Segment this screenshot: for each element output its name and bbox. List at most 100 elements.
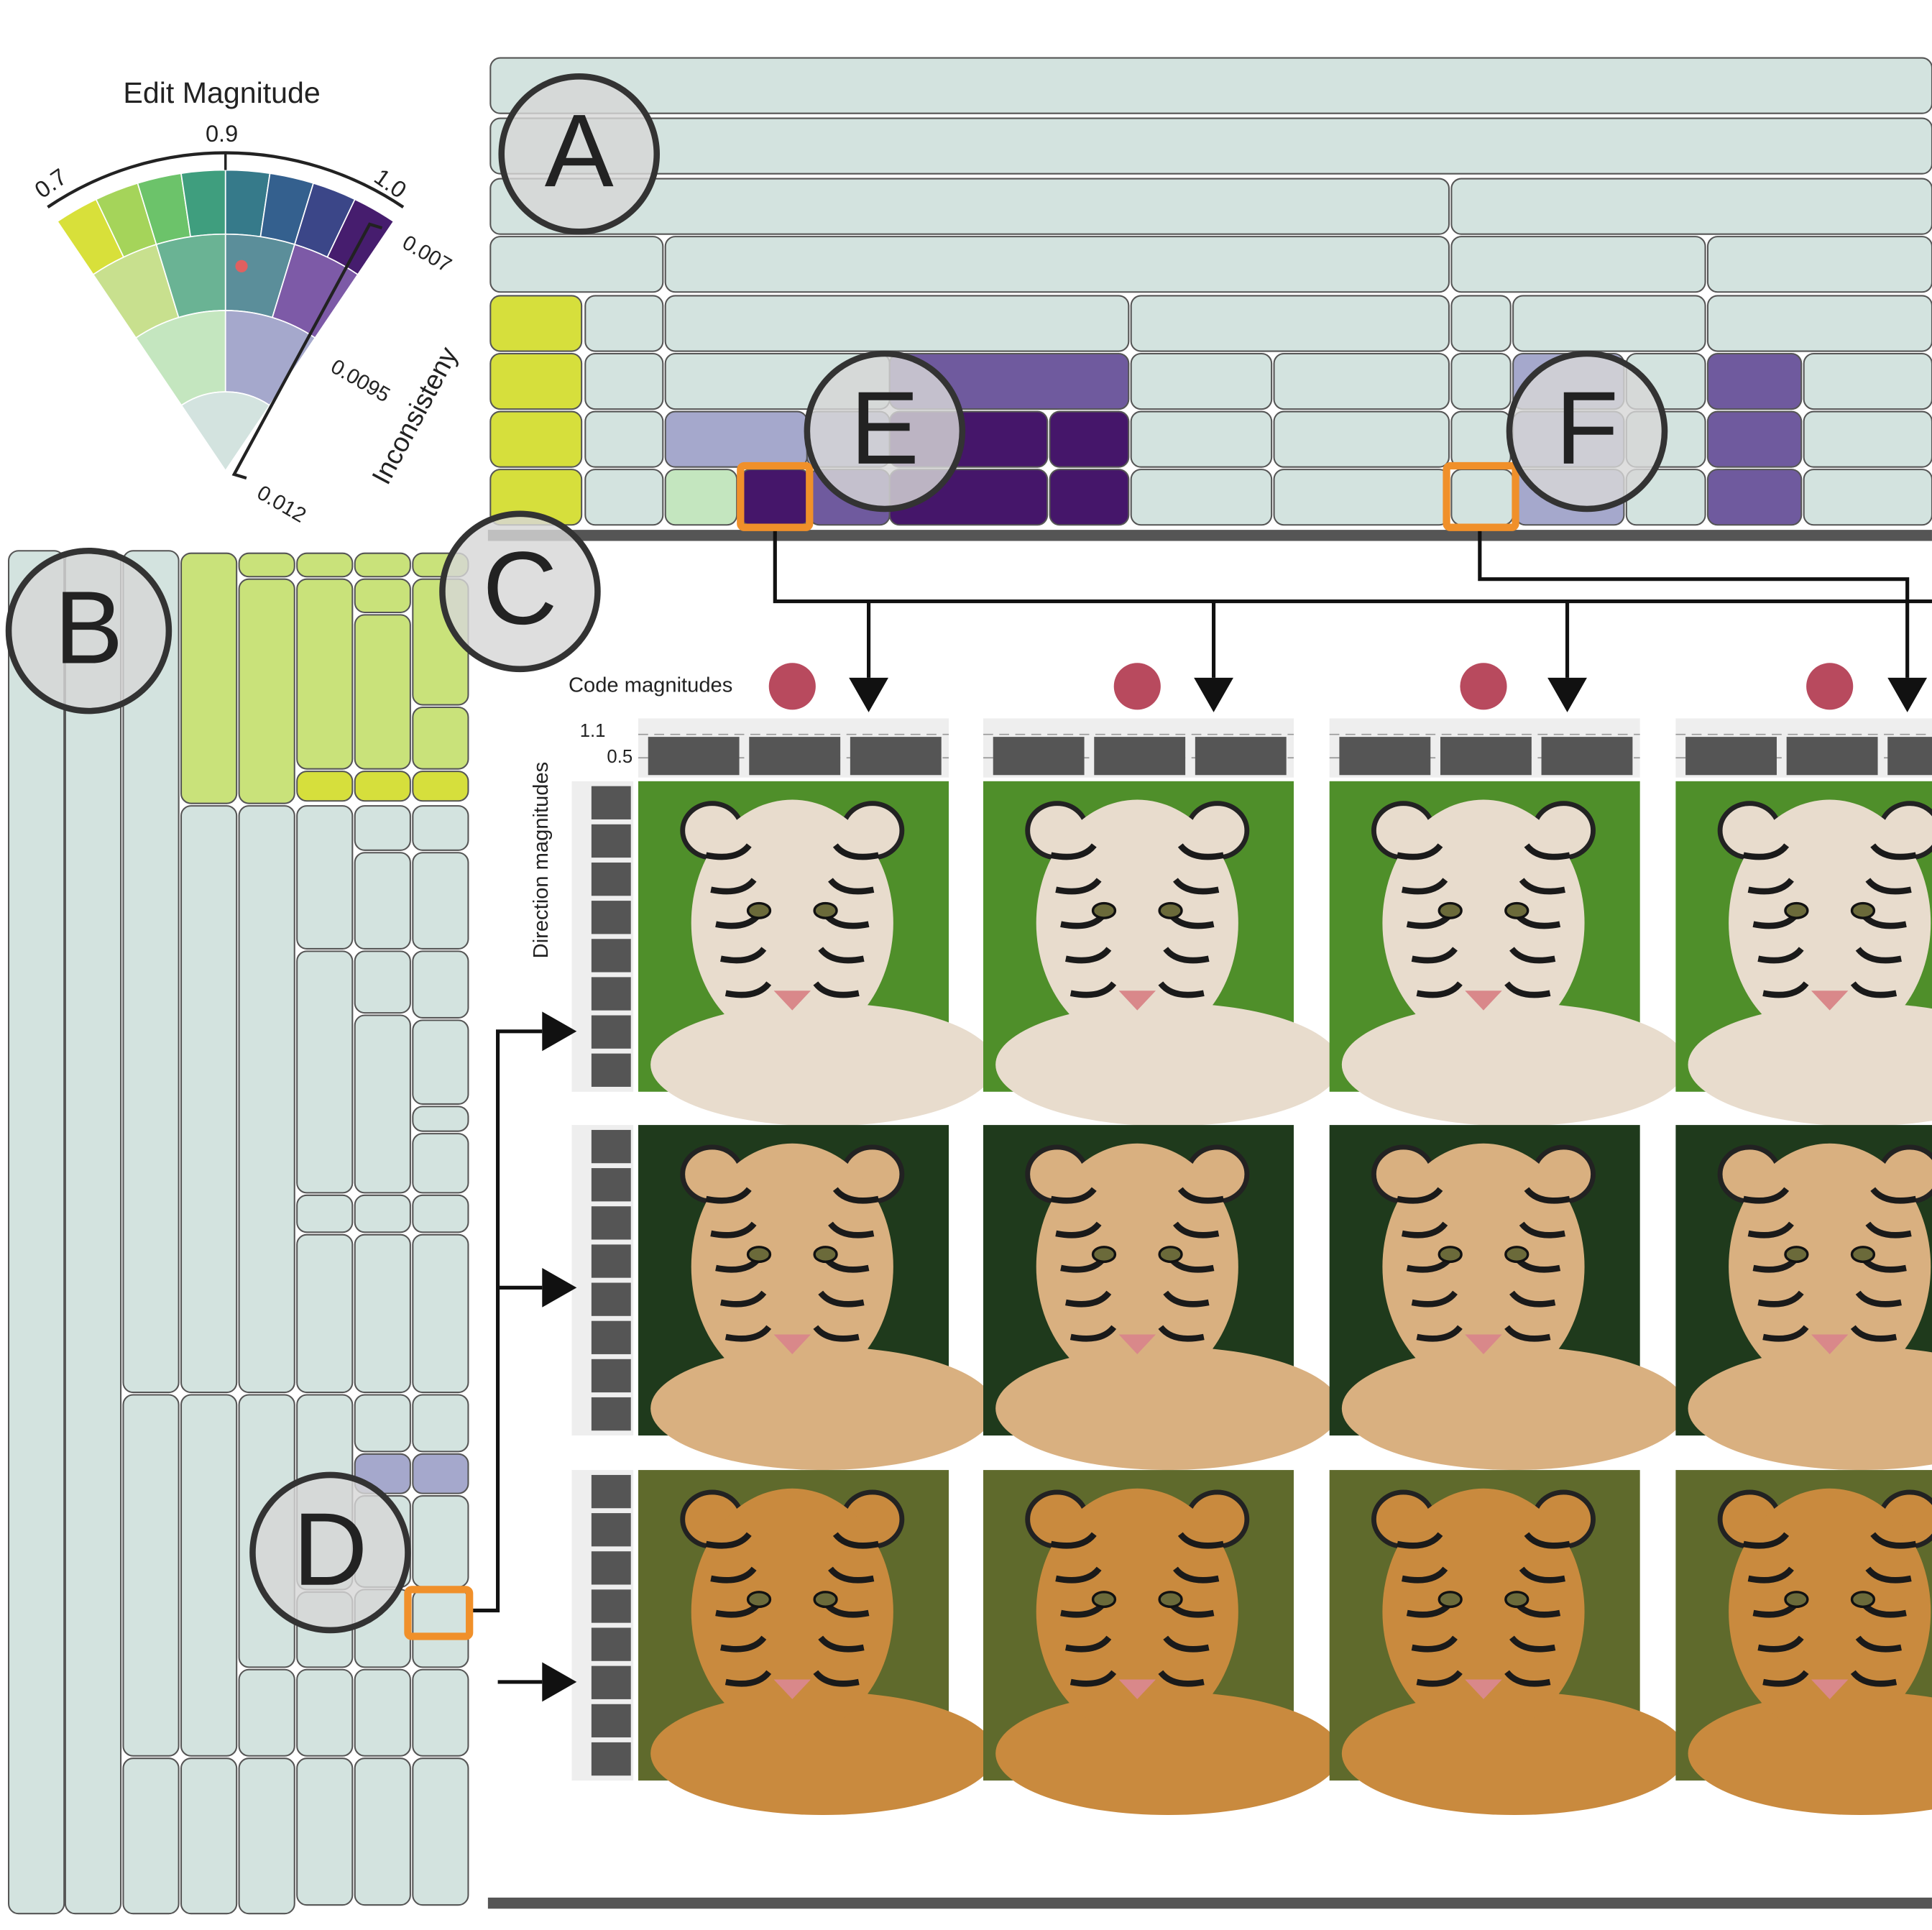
connector	[1478, 530, 1910, 678]
tiger-stripe	[1411, 1635, 1458, 1653]
tiger-stripe	[1411, 947, 1458, 964]
tiger-eye	[1438, 1591, 1463, 1609]
tiger-stripe	[1055, 1221, 1102, 1239]
tree-node	[1706, 295, 1932, 352]
code-bar	[1786, 737, 1878, 776]
arrow-head	[542, 1011, 577, 1052]
tiger-stripe	[1509, 1290, 1556, 1308]
direction-bar	[591, 1206, 631, 1240]
tree-node	[1803, 352, 1932, 410]
tiger-nose	[1811, 1679, 1849, 1699]
arrow-head	[1547, 677, 1587, 712]
tree-node	[354, 950, 411, 1014]
tiger-eye	[1784, 1591, 1809, 1609]
panel-label: E	[850, 370, 919, 486]
tiger-stripe	[832, 843, 880, 860]
tree-node	[412, 1495, 469, 1588]
tiger-nose	[1465, 991, 1502, 1011]
code-dot	[1460, 663, 1507, 710]
tiger-stripe	[720, 1635, 767, 1653]
tiger-eye	[1504, 1246, 1530, 1264]
tiger-eye	[1504, 901, 1530, 919]
tree-node	[122, 1394, 180, 1757]
tree-node	[1130, 295, 1450, 352]
tree-node	[1273, 352, 1450, 410]
tiger-face	[1382, 1143, 1585, 1390]
tiger-stripe	[828, 1221, 875, 1239]
tree-node	[296, 805, 354, 950]
legend-arc	[47, 151, 405, 208]
tree-node	[296, 1194, 354, 1233]
inconsistency-label: Inconsisteny	[366, 341, 464, 489]
tiger-stripe	[1742, 1532, 1790, 1549]
tree-node	[412, 1757, 469, 1906]
tree-node	[489, 410, 583, 468]
arrow-head	[1887, 677, 1928, 712]
direction-bar	[591, 1589, 631, 1623]
tiger-stripe	[710, 878, 757, 895]
tree-node	[584, 410, 664, 468]
tree-node	[354, 614, 411, 770]
tree-node	[1450, 410, 1512, 468]
tiger-stripe	[1158, 1325, 1205, 1342]
tree-node	[489, 117, 1932, 175]
tiger-stripe	[1850, 1325, 1898, 1342]
tiger-stripe	[1163, 1635, 1210, 1653]
tiger-stripe	[1050, 1187, 1097, 1204]
tiger-eye	[746, 1246, 772, 1264]
tiger-eye	[1091, 901, 1117, 919]
tree-node	[180, 805, 238, 1394]
tiger-stripe	[1070, 981, 1117, 998]
tree-node	[180, 1394, 238, 1757]
tiger-eye	[1850, 901, 1876, 919]
tree-node	[489, 295, 583, 352]
panel-label: D	[293, 1492, 367, 1607]
tiger-stripe	[1055, 878, 1102, 895]
direction-bar	[591, 1359, 631, 1393]
tiger-nose	[1811, 1334, 1849, 1354]
tiger-stripe	[1762, 981, 1809, 998]
tiger-stripe	[1865, 1566, 1912, 1584]
tree-node	[412, 805, 469, 851]
tiger-stripe	[1762, 1670, 1809, 1687]
tiger-stripe	[1519, 878, 1565, 895]
panel-label: A	[545, 93, 614, 208]
arrow-head	[542, 1662, 577, 1702]
panel-badge	[249, 1471, 411, 1634]
tiger-face	[1382, 799, 1585, 1047]
tiger-eye	[813, 1591, 838, 1609]
code-bar	[749, 737, 841, 776]
tiger-stripe	[1055, 1566, 1102, 1584]
direction-label: Direction magnitudes	[530, 762, 553, 959]
direction-bar	[591, 1474, 631, 1509]
direction-bar	[591, 1015, 631, 1049]
tree-node	[354, 1668, 411, 1757]
tree-node	[238, 552, 295, 578]
tiger-stripe	[1519, 1566, 1565, 1584]
tiger-face	[1036, 1143, 1238, 1390]
tree-node	[354, 805, 411, 851]
tree-node	[584, 352, 664, 410]
tree-node	[64, 550, 122, 1915]
tiger-body	[1341, 1346, 1687, 1471]
tiger-stripe	[720, 947, 767, 964]
tree-node	[1049, 410, 1130, 468]
panel-badge	[439, 510, 601, 673]
tree-node	[489, 352, 583, 410]
panel-badge	[804, 350, 966, 513]
tiger-stripe	[1173, 878, 1220, 895]
tiger-stripe	[1509, 947, 1556, 964]
direction-bar	[591, 824, 631, 858]
code-label: Code magnitudes	[569, 674, 732, 697]
tiger-stripe	[1865, 878, 1912, 895]
tree-node	[1450, 178, 1932, 235]
panel-badge	[5, 547, 172, 714]
panel-label: C	[482, 530, 557, 646]
direction-bar	[591, 1665, 631, 1699]
tiger-stripe	[720, 1290, 767, 1308]
tiger-stripe	[828, 1566, 875, 1584]
tree-node	[1450, 352, 1512, 410]
tiger-stripe	[1065, 1635, 1112, 1653]
tree-node	[664, 236, 1450, 293]
direction-bar	[591, 1244, 631, 1278]
